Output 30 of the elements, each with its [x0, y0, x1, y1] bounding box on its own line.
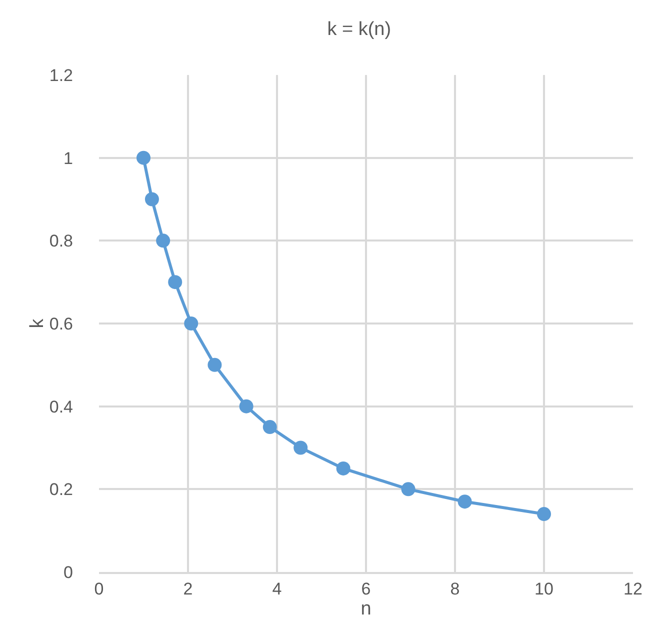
point — [208, 358, 222, 372]
y-tick-label: 0 — [64, 562, 73, 582]
point — [168, 275, 182, 290]
point — [156, 234, 170, 248]
point — [294, 440, 308, 455]
x-tick-label: 4 — [272, 579, 282, 598]
y-tick-label: 1 — [64, 148, 73, 168]
x-tick-label: 10 — [534, 579, 554, 598]
x-tick-label: 6 — [361, 579, 371, 598]
point — [239, 399, 254, 414]
point — [136, 150, 150, 165]
y-tick-label: 1.2 — [49, 66, 73, 85]
y-axis-title: k — [27, 318, 48, 328]
point — [401, 482, 416, 496]
x-tick-label: 2 — [183, 579, 193, 598]
y-tick-label: 0.8 — [49, 232, 73, 251]
x-tick-label: 12 — [624, 579, 642, 598]
chart-title: k = k(n) — [327, 18, 392, 40]
x-axis-title: n — [360, 598, 372, 620]
x-tick-label: 0 — [94, 579, 104, 598]
point — [144, 192, 159, 206]
point — [458, 494, 472, 509]
x-tick-label: 8 — [450, 579, 460, 598]
y-tick-label: 0.2 — [49, 480, 73, 500]
point — [262, 420, 277, 434]
y-tick-label: 0.6 — [49, 314, 73, 334]
y-tick-label: 0.4 — [49, 397, 73, 416]
point — [184, 316, 198, 330]
point — [537, 507, 551, 522]
point — [336, 461, 350, 476]
